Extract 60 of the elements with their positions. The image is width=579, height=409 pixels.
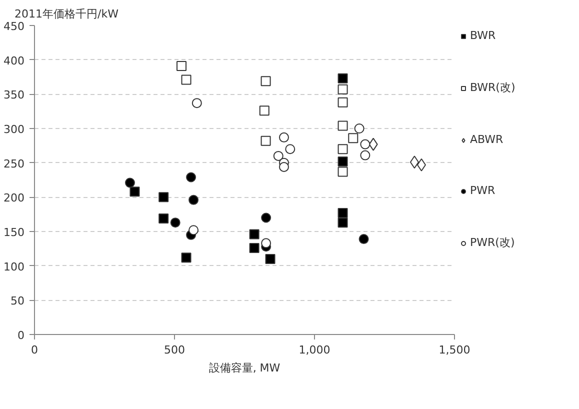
point bbox=[265, 254, 276, 264]
point bbox=[338, 218, 348, 228]
y-axis-title: 2011年価格千円/kW bbox=[14, 8, 119, 20]
y-tick-label: 300 bbox=[4, 123, 25, 136]
y-tick-label: 150 bbox=[4, 226, 25, 239]
x-axis-title: 設備容量, MW bbox=[208, 362, 280, 374]
point bbox=[348, 133, 358, 144]
y-tick-label: 450 bbox=[4, 20, 25, 33]
y-tick-label: 0 bbox=[18, 329, 24, 342]
point bbox=[158, 213, 169, 224]
point bbox=[249, 229, 260, 240]
point bbox=[188, 225, 199, 236]
point bbox=[158, 192, 169, 202]
point bbox=[410, 156, 419, 169]
point bbox=[260, 136, 271, 146]
y-tick-label: 350 bbox=[4, 88, 25, 102]
point bbox=[170, 218, 180, 228]
y-tick-label: 100 bbox=[4, 260, 25, 274]
point bbox=[354, 124, 364, 134]
y-tick-label: 50 bbox=[10, 294, 25, 308]
point bbox=[338, 84, 348, 94]
point bbox=[338, 166, 348, 177]
point bbox=[261, 212, 272, 223]
point bbox=[124, 178, 135, 188]
point bbox=[260, 76, 271, 86]
point bbox=[338, 120, 348, 131]
legend-label: BWR(改) bbox=[470, 80, 516, 95]
legend-label: ABWR bbox=[470, 133, 504, 146]
x-tick-label: 500 bbox=[164, 344, 185, 356]
point bbox=[416, 158, 426, 172]
point bbox=[261, 238, 272, 248]
x-tick-label: 1,500 bbox=[438, 344, 470, 356]
point bbox=[181, 74, 192, 85]
point bbox=[360, 150, 370, 160]
point bbox=[338, 97, 348, 108]
point bbox=[181, 252, 192, 263]
point bbox=[338, 144, 348, 154]
point bbox=[368, 138, 378, 151]
point bbox=[278, 132, 289, 142]
point bbox=[249, 242, 260, 253]
point bbox=[338, 208, 348, 218]
point bbox=[192, 98, 202, 108]
point bbox=[188, 194, 199, 205]
point bbox=[278, 162, 289, 172]
legend-label: PWR(改) bbox=[470, 235, 515, 250]
point bbox=[338, 156, 348, 166]
point bbox=[358, 234, 369, 244]
x-tick-label: 1,000 bbox=[298, 344, 330, 356]
point bbox=[285, 144, 296, 154]
point bbox=[130, 186, 140, 197]
legend-label: BWR bbox=[470, 29, 496, 42]
y-tick-label: 400 bbox=[4, 54, 25, 68]
x-tick-label: 0 bbox=[31, 344, 38, 356]
legend-label: PWR bbox=[470, 184, 496, 197]
point bbox=[338, 73, 348, 84]
y-tick-label: 200 bbox=[4, 192, 25, 205]
y-tick-label: 250 bbox=[4, 157, 25, 170]
point bbox=[186, 172, 196, 182]
point bbox=[259, 106, 270, 116]
point bbox=[360, 139, 370, 150]
